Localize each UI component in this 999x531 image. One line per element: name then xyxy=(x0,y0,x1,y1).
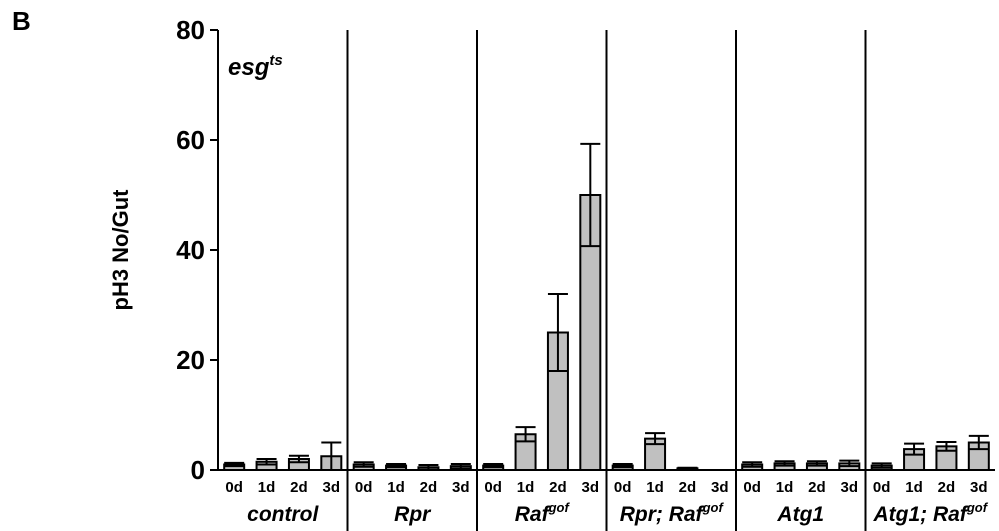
group-label: Rpr xyxy=(394,503,432,526)
y-tick-label: 20 xyxy=(176,345,205,375)
y-tick-label: 60 xyxy=(176,125,205,155)
group-label-sup: gof xyxy=(702,500,725,515)
x-tick-label: 2d xyxy=(420,479,438,496)
group-label-text: Atg1 xyxy=(776,503,824,526)
group-label: control xyxy=(247,503,319,526)
x-tick-label: 1d xyxy=(646,479,664,496)
group-label: Rpr; Rafgof xyxy=(620,500,725,526)
x-tick-label: 3d xyxy=(582,479,600,496)
x-tick-label: 0d xyxy=(225,479,243,496)
x-tick-label: 1d xyxy=(387,479,405,496)
x-tick-label: 0d xyxy=(614,479,632,496)
x-tick-label: 0d xyxy=(743,479,761,496)
group-label: Rafgof xyxy=(515,500,571,526)
group-label-text: Rpr xyxy=(394,503,432,526)
x-tick-label: 3d xyxy=(970,479,988,496)
x-tick-label: 3d xyxy=(452,479,470,496)
group-label-text: control xyxy=(247,503,319,526)
group-label: Atg1; Rafgof xyxy=(872,500,988,526)
y-tick-label: 0 xyxy=(191,455,205,485)
x-tick-label: 2d xyxy=(549,479,567,496)
group-label-text: Atg1; Raf xyxy=(872,503,968,526)
x-tick-label: 3d xyxy=(323,479,341,496)
x-tick-label: 2d xyxy=(290,479,308,496)
inset-label: esgts xyxy=(228,52,283,81)
y-tick-label: 80 xyxy=(176,15,205,45)
x-tick-label: 1d xyxy=(517,479,535,496)
y-tick-label: 40 xyxy=(176,235,205,265)
x-tick-label: 2d xyxy=(808,479,826,496)
x-tick-label: 2d xyxy=(938,479,956,496)
group-label-sup: gof xyxy=(966,500,989,515)
group-label: Atg1 xyxy=(776,503,824,526)
x-tick-label: 0d xyxy=(873,479,891,496)
x-tick-label: 3d xyxy=(841,479,859,496)
group-label-text: Raf xyxy=(515,503,551,526)
x-tick-label: 1d xyxy=(258,479,276,496)
x-tick-label: 3d xyxy=(711,479,729,496)
y-axis-label: pH3 No/Gut xyxy=(108,189,133,311)
x-tick-label: 1d xyxy=(776,479,794,496)
x-tick-label: 0d xyxy=(484,479,502,496)
error-bar xyxy=(677,468,697,469)
x-tick-label: 1d xyxy=(905,479,923,496)
group-label-sup: gof xyxy=(548,500,571,515)
inset-label-text: esg xyxy=(228,54,270,81)
x-tick-label: 0d xyxy=(355,479,373,496)
chart: B pH3 No/Gut esgts 0204060800d1d2d3dcont… xyxy=(0,0,999,531)
panel-label: B xyxy=(12,6,31,36)
group-label-text: Rpr; Raf xyxy=(620,503,705,526)
inset-label-sup: ts xyxy=(269,52,282,69)
x-tick-label: 2d xyxy=(679,479,697,496)
